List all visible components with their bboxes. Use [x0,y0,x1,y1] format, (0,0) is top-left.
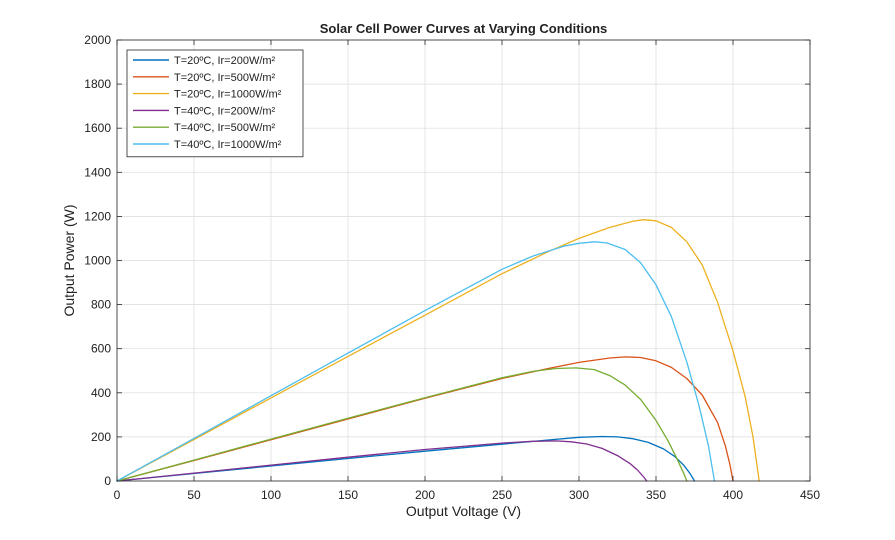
y-axis-label: Output Power (W) [61,204,77,316]
legend-box [126,49,304,158]
x-tick-label: 350 [646,488,666,502]
x-tick-label: 200 [415,488,435,502]
x-tick-label: 300 [569,488,589,502]
legend-label-3: T=20ºC, Ir=1000W/m² [174,89,282,101]
y-tick-label: 1200 [84,209,111,223]
x-tick-label: 400 [723,488,743,502]
axis-ticks: 0 50 100 150 200 250 300 350 400 450 0 200 400 600 800… [84,33,820,502]
y-tick-label: 1000 [84,254,111,268]
y-tick-label: 400 [91,386,111,400]
y-tick-label: 1600 [84,121,111,135]
chart-title: Solar Cell Power Curves at Varying Condi… [320,21,608,36]
y-tick-label: 0 [104,474,111,488]
legend-label-4: T=40ºC, Ir=200W/m² [174,105,276,117]
y-tick-label: 2000 [84,33,111,47]
x-tick-label: 150 [338,488,358,502]
y-tick-label: 1400 [84,165,111,179]
x-axis-label: Output Voltage (V) [406,503,521,519]
y-tick-label: 800 [91,298,111,312]
y-tick-label: 600 [91,342,111,356]
series-line-3 [116,219,760,482]
legend-label-2: T=20ºC, Ir=500W/m² [174,72,276,84]
series-line-5 [116,367,688,482]
x-tick-label: 450 [800,488,820,502]
x-tick-label: 0 [114,488,121,502]
legend-label-6: T=40ºC, Ir=1000W/m² [174,139,282,151]
x-tick-label: 100 [261,488,281,502]
series-line-4 [116,440,648,482]
legend-label-5: T=40ºC, Ir=500W/m² [174,122,276,134]
x-tick-label: 250 [492,488,512,502]
y-tick-label: 1800 [84,77,111,91]
legend-label-1: T=20ºC, Ir=200W/m² [174,55,276,67]
series-line-2 [116,356,734,482]
x-tick-label: 50 [187,488,201,502]
y-tick-label: 200 [91,430,111,444]
legend: T=20ºC, Ir=200W/m² T=20ºC, Ir=500W/m² T=20… [126,49,304,158]
series-line-6 [116,241,716,482]
series-lines [116,219,760,482]
